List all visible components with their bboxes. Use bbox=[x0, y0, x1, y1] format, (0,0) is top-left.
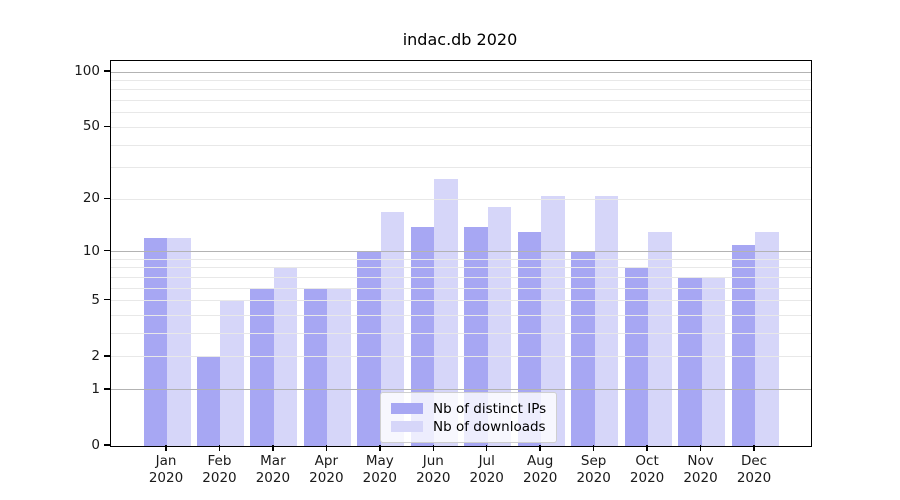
grid-layer bbox=[111, 61, 811, 446]
y-axis-tick bbox=[104, 444, 110, 446]
minor-gridline bbox=[111, 267, 811, 269]
y-axis-tick bbox=[104, 70, 110, 72]
x-axis-tick-label: Aug 2020 bbox=[522, 453, 558, 486]
major-gridline bbox=[111, 251, 811, 253]
minor-gridline bbox=[111, 300, 811, 302]
bar-distinct-ips bbox=[250, 288, 274, 446]
x-axis-tick-label: Jul 2020 bbox=[469, 453, 504, 486]
y-axis-tick bbox=[104, 249, 110, 252]
x-axis-tick-label: Mar 2020 bbox=[255, 453, 291, 486]
minor-gridline bbox=[111, 126, 811, 128]
y-axis-tick bbox=[104, 197, 110, 199]
x-axis-tick-label: Feb 2020 bbox=[202, 453, 237, 486]
minor-gridline bbox=[111, 167, 811, 169]
bar-distinct-ips bbox=[731, 244, 755, 446]
x-axis-tick-label: Nov 2020 bbox=[683, 453, 718, 486]
bar-downloads bbox=[541, 195, 565, 446]
y-axis-tick bbox=[104, 125, 110, 128]
legend-swatch-downloads bbox=[391, 421, 423, 432]
minor-gridline bbox=[111, 79, 811, 81]
bar-downloads bbox=[487, 207, 512, 446]
x-axis-tick bbox=[592, 445, 595, 451]
bar-downloads bbox=[594, 195, 619, 446]
bar-distinct-ips bbox=[410, 226, 435, 446]
y-axis-tick-label: 2 bbox=[91, 347, 100, 364]
y-axis-tick-label: 0 bbox=[91, 437, 100, 453]
bar-distinct-ips bbox=[357, 251, 381, 446]
bar-downloads bbox=[434, 178, 458, 446]
bar-downloads bbox=[648, 232, 672, 446]
bar-distinct-ips bbox=[303, 288, 328, 446]
minor-gridline bbox=[111, 258, 811, 260]
minor-gridline bbox=[111, 276, 811, 278]
x-axis-tick bbox=[486, 445, 488, 451]
x-axis-tick-label: Oct 2020 bbox=[629, 453, 665, 486]
bar-distinct-ips bbox=[143, 238, 167, 446]
y-axis-tick bbox=[104, 299, 110, 301]
y-axis-tick bbox=[104, 355, 110, 357]
minor-gridline bbox=[111, 198, 811, 200]
y-axis-tick-label: 5 bbox=[91, 291, 100, 308]
plot-area bbox=[110, 60, 812, 447]
x-axis-tick bbox=[272, 445, 274, 451]
bars-layer bbox=[111, 61, 811, 446]
y-axis-tick-label: 1 bbox=[91, 380, 100, 397]
bar-distinct-ips bbox=[571, 251, 595, 446]
chart-title: indac.db 2020 bbox=[402, 30, 518, 49]
x-axis-tick bbox=[379, 445, 381, 451]
legend-entry-distinct-ips: Nb of distinct IPs bbox=[391, 400, 546, 417]
legend-label-distinct-ips: Nb of distinct IPs bbox=[433, 400, 547, 417]
x-axis-tick-label: Jun 2020 bbox=[416, 453, 451, 486]
x-axis-tick bbox=[432, 445, 434, 451]
x-axis-tick bbox=[646, 445, 648, 451]
legend: Nb of distinct IPs Nb of downloads bbox=[380, 392, 558, 443]
minor-gridline bbox=[111, 112, 811, 114]
x-axis-tick bbox=[539, 445, 541, 451]
bar-distinct-ips bbox=[464, 226, 488, 446]
minor-gridline bbox=[111, 356, 811, 358]
y-axis-tick-label: 100 bbox=[74, 63, 100, 79]
y-axis-tick bbox=[104, 388, 110, 390]
minor-gridline bbox=[111, 100, 811, 102]
x-axis-tick-label: May 2020 bbox=[362, 453, 397, 486]
bar-downloads bbox=[220, 300, 244, 446]
x-axis-tick bbox=[699, 445, 702, 451]
legend-swatch-distinct-ips bbox=[391, 403, 423, 414]
x-axis-tick-label: Jan 2020 bbox=[148, 453, 184, 486]
minor-gridline bbox=[111, 287, 811, 289]
bar-distinct-ips bbox=[196, 356, 221, 446]
minor-gridline bbox=[111, 333, 811, 335]
minor-gridline bbox=[111, 144, 811, 146]
x-axis-tick-label: Apr 2020 bbox=[309, 453, 344, 486]
bar-downloads bbox=[701, 277, 726, 446]
legend-label-downloads: Nb of downloads bbox=[433, 418, 546, 435]
minor-gridline bbox=[111, 315, 811, 317]
legend-entry-downloads: Nb of downloads bbox=[391, 418, 546, 435]
x-axis-tick bbox=[753, 445, 755, 451]
minor-gridline bbox=[111, 89, 811, 91]
major-gridline bbox=[111, 389, 811, 391]
y-axis-tick-label: 20 bbox=[82, 190, 100, 207]
x-axis-tick bbox=[325, 445, 328, 451]
y-axis-tick-label: 10 bbox=[82, 242, 100, 259]
x-axis-tick bbox=[218, 445, 221, 451]
y-axis-tick-label: 50 bbox=[82, 118, 100, 135]
bar-downloads bbox=[327, 288, 351, 446]
bar-downloads bbox=[167, 238, 191, 446]
bar-distinct-ips bbox=[678, 277, 702, 446]
x-axis-tick bbox=[165, 445, 167, 451]
x-axis-tick-label: Sep 2020 bbox=[576, 453, 611, 486]
x-axis-tick-label: Dec 2020 bbox=[736, 453, 772, 486]
bar-downloads bbox=[380, 211, 405, 446]
major-gridline bbox=[111, 71, 811, 73]
bar-downloads bbox=[755, 232, 779, 446]
